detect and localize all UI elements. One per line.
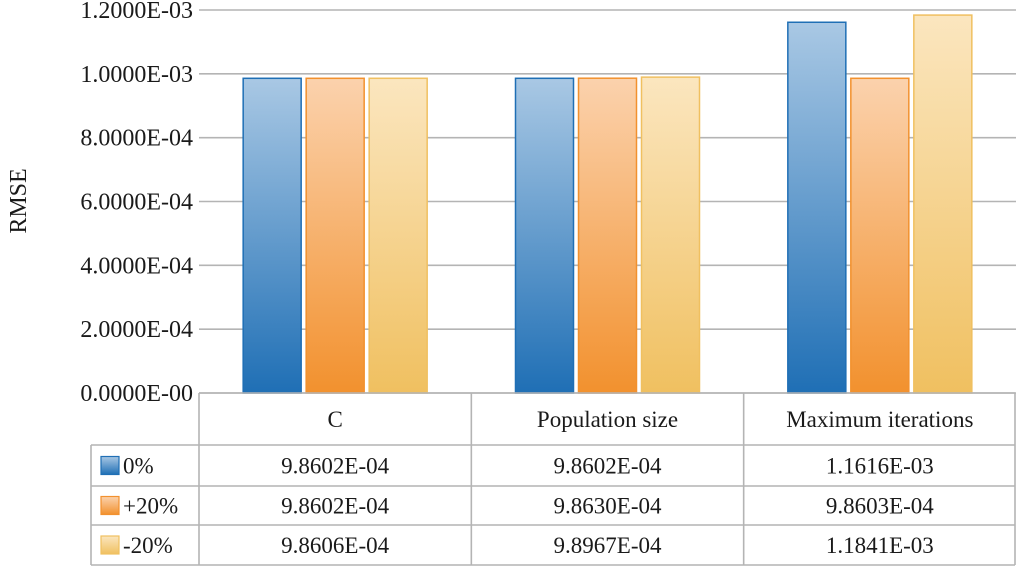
- y-tick-label: 0.0000E-00: [80, 381, 193, 407]
- y-tick-label: 8.0000E-04: [80, 126, 193, 152]
- y-tick-label: 2.0000E-04: [80, 317, 193, 343]
- bars: [242, 14, 973, 394]
- legend-swatch-20: [100, 535, 120, 555]
- data-label-20-maximum-iterations: 1.1841E-03: [826, 533, 934, 558]
- bar-20-population-size: [577, 77, 638, 394]
- legend-label-20: +20%: [123, 494, 178, 519]
- y-axis-label: RMSE: [6, 168, 32, 233]
- data-table: C Population size Maximum iterations 0% 9.86…: [90, 392, 1016, 566]
- legend-label-20: -20%: [123, 533, 173, 558]
- category-label-c: C: [327, 407, 342, 432]
- y-tick-label: 1.2000E-03: [80, 0, 193, 24]
- y-tick-label: 4.0000E-04: [80, 253, 193, 279]
- data-label-20-maximum-iterations: 9.8603E-04: [826, 494, 934, 519]
- y-tick-label: 6.0000E-04: [80, 190, 193, 216]
- data-label-0-population-size: 9.8602E-04: [554, 454, 662, 479]
- y-tick-label: 1.0000E-03: [80, 62, 193, 88]
- bar-20-c: [368, 77, 428, 394]
- bar-20-maximum-iterations: [913, 14, 973, 394]
- data-label-0-maximum-iterations: 1.1616E-03: [826, 454, 934, 479]
- data-label-20-population-size: 9.8967E-04: [554, 533, 662, 558]
- legend-swatch-20: [100, 495, 120, 516]
- bar-0-c: [242, 77, 302, 394]
- legend-swatch-0: [100, 455, 120, 476]
- bar-0-population-size: [514, 77, 575, 394]
- category-label-population-size: Population size: [537, 407, 678, 432]
- y-axis-ticks: 0.0000E-00 2.0000E-04 4.0000E-04 6.0000E-04…: [80, 0, 193, 407]
- bar-20-maximum-iterations: [850, 77, 910, 394]
- data-label-20-population-size: 9.8630E-04: [554, 494, 662, 519]
- bar-20-c: [305, 77, 365, 394]
- data-label-20-c: 9.8606E-04: [281, 533, 389, 558]
- legend-label-0: 0%: [123, 454, 154, 479]
- data-label-20-c: 9.8602E-04: [281, 494, 389, 519]
- data-label-0-c: 9.8602E-04: [281, 454, 389, 479]
- bar-0-maximum-iterations: [787, 21, 847, 394]
- category-label-maximum-iterations: Maximum iterations: [786, 407, 973, 432]
- bar-20-population-size: [640, 76, 701, 394]
